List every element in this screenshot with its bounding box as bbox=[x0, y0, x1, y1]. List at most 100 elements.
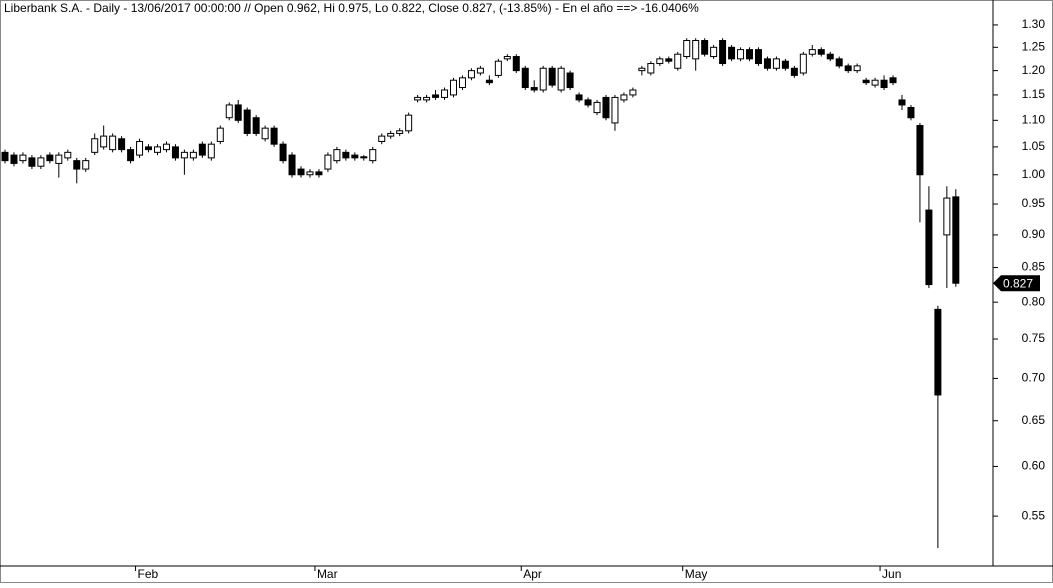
candle-body bbox=[153, 146, 161, 153]
chart-title: Liberbank S.A. - Daily - 13/06/2017 00:0… bbox=[4, 1, 699, 15]
candle-body bbox=[458, 77, 466, 89]
y-tick-label: 0.55 bbox=[1022, 508, 1046, 522]
candle-body bbox=[171, 146, 179, 159]
candle-body bbox=[162, 143, 170, 151]
candle-body bbox=[1, 151, 9, 162]
candle-body bbox=[754, 49, 762, 65]
candle-body bbox=[772, 58, 780, 69]
candle-body bbox=[405, 114, 413, 132]
candle-body bbox=[512, 56, 520, 72]
candle-body bbox=[315, 171, 323, 176]
candle-body bbox=[925, 209, 933, 286]
candle-body bbox=[441, 89, 449, 98]
candle-body bbox=[871, 79, 879, 86]
y-tick-label: 0.80 bbox=[1022, 294, 1046, 308]
candle-body bbox=[907, 106, 915, 119]
candle-body bbox=[423, 96, 431, 101]
candle-body bbox=[100, 135, 108, 148]
x-tick-label: May bbox=[685, 567, 708, 581]
candle-body bbox=[243, 109, 251, 134]
candle-body bbox=[683, 40, 691, 58]
candle-body bbox=[647, 63, 655, 74]
candle-body bbox=[638, 67, 646, 72]
y-tick-label: 1.15 bbox=[1022, 87, 1046, 101]
candle-body bbox=[889, 77, 897, 84]
y-tick-label: 1.05 bbox=[1022, 139, 1046, 153]
candle-body bbox=[261, 127, 269, 140]
candle-body bbox=[799, 53, 807, 74]
candle-body bbox=[934, 308, 942, 396]
y-tick-label: 1.10 bbox=[1022, 112, 1046, 126]
x-tick-label: Feb bbox=[138, 567, 159, 581]
candle-body bbox=[898, 99, 906, 106]
candle-body bbox=[306, 171, 314, 176]
y-tick-label: 1.25 bbox=[1022, 39, 1046, 53]
candle-body bbox=[584, 99, 592, 106]
candle-body bbox=[862, 79, 870, 84]
candle-body bbox=[539, 67, 547, 91]
last-value-tag bbox=[993, 275, 1040, 292]
candle-body bbox=[566, 72, 574, 89]
candle-body bbox=[494, 60, 502, 76]
y-tick-label: 0.65 bbox=[1022, 413, 1046, 427]
candle-body bbox=[602, 96, 610, 119]
candle-body bbox=[127, 149, 135, 162]
candle-body bbox=[710, 46, 718, 58]
candle-body bbox=[333, 149, 341, 162]
candle-body bbox=[880, 79, 888, 89]
candle-body bbox=[781, 60, 789, 69]
last-value-label: 0.827 bbox=[1003, 276, 1033, 290]
candle-body bbox=[270, 127, 278, 145]
y-tick-label: 1.30 bbox=[1022, 17, 1046, 31]
candle-body bbox=[252, 117, 260, 134]
candle-body bbox=[548, 67, 556, 86]
candle-body bbox=[826, 53, 834, 60]
candle-body bbox=[342, 151, 350, 159]
candle-body bbox=[207, 143, 215, 159]
candle-body bbox=[109, 135, 117, 151]
y-tick-label: 0.85 bbox=[1022, 260, 1046, 274]
candle-body bbox=[952, 196, 960, 284]
candle-body bbox=[145, 146, 153, 151]
candle-body bbox=[701, 40, 709, 55]
candle-body bbox=[225, 104, 233, 119]
candle-body bbox=[817, 49, 825, 55]
candle-body bbox=[136, 140, 144, 156]
candle-body bbox=[234, 104, 242, 121]
candle-body bbox=[835, 58, 843, 67]
candle-body bbox=[73, 160, 81, 170]
y-tick-label: 0.95 bbox=[1022, 196, 1046, 210]
candle-body bbox=[216, 127, 224, 142]
candle-body bbox=[118, 138, 126, 151]
candle-body bbox=[593, 101, 601, 114]
x-tick-label: Mar bbox=[317, 567, 338, 581]
candle-body bbox=[728, 46, 736, 60]
candle-body bbox=[844, 65, 852, 72]
candle-body bbox=[279, 143, 287, 162]
candle-body bbox=[719, 40, 727, 65]
y-tick-label: 0.75 bbox=[1022, 331, 1046, 345]
y-tick-label: 1.20 bbox=[1022, 63, 1046, 77]
candle-body bbox=[288, 154, 296, 176]
candle-body bbox=[629, 89, 637, 96]
candle-body bbox=[360, 156, 368, 159]
candle-body bbox=[665, 58, 673, 62]
candle-body bbox=[46, 154, 54, 162]
candle-body bbox=[396, 130, 404, 134]
y-tick-label: 1.00 bbox=[1022, 167, 1046, 181]
candle-body bbox=[476, 67, 484, 74]
candle-body bbox=[656, 58, 664, 65]
candle-body bbox=[378, 135, 386, 142]
candle-body bbox=[324, 154, 332, 170]
candle-body bbox=[450, 79, 457, 96]
candle-body bbox=[575, 94, 583, 101]
candle-body bbox=[10, 154, 18, 164]
candle-body bbox=[55, 154, 63, 164]
candle-body bbox=[91, 138, 99, 153]
candle-body bbox=[432, 94, 440, 98]
candle-body bbox=[746, 49, 754, 60]
candle-body bbox=[808, 49, 816, 55]
candle-body bbox=[369, 149, 377, 162]
